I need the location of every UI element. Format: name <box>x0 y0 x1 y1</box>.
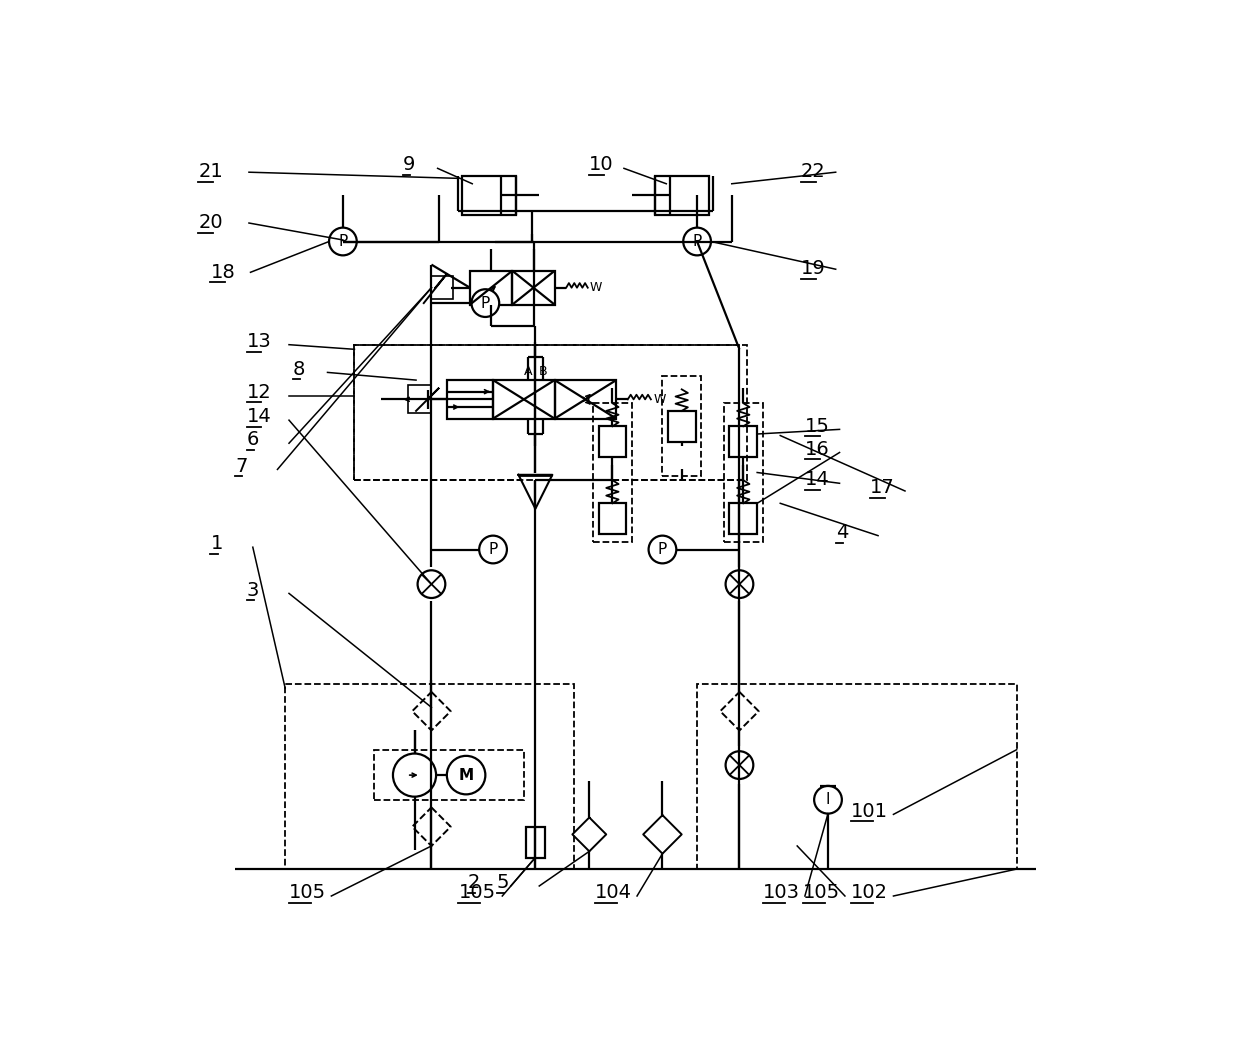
Bar <box>408 385 432 414</box>
Circle shape <box>471 289 500 317</box>
Text: 7: 7 <box>236 457 248 476</box>
Bar <box>355 345 739 480</box>
Bar <box>655 176 708 214</box>
Text: 13: 13 <box>247 332 272 351</box>
Text: P: P <box>658 542 667 557</box>
Text: 105: 105 <box>804 883 841 902</box>
Bar <box>526 826 546 858</box>
Text: 18: 18 <box>211 262 236 281</box>
Bar <box>599 426 626 457</box>
Circle shape <box>725 751 754 779</box>
Text: W: W <box>589 281 601 294</box>
Circle shape <box>649 536 676 564</box>
Circle shape <box>446 756 485 795</box>
Circle shape <box>393 754 436 797</box>
Text: 19: 19 <box>801 259 826 278</box>
Bar <box>662 376 701 477</box>
Text: 22: 22 <box>801 163 826 182</box>
Text: 12: 12 <box>247 382 272 402</box>
Text: 20: 20 <box>198 213 223 232</box>
Bar <box>285 685 574 869</box>
Bar <box>432 276 453 299</box>
Bar <box>724 403 763 542</box>
Text: 21: 21 <box>198 163 223 182</box>
Text: 5: 5 <box>497 874 510 892</box>
Bar <box>729 503 758 534</box>
Text: P: P <box>692 234 702 249</box>
Text: 102: 102 <box>851 883 888 902</box>
Bar <box>355 345 748 480</box>
Text: 1: 1 <box>211 534 223 553</box>
Bar <box>446 380 494 419</box>
Bar <box>373 750 523 800</box>
Bar <box>668 411 696 442</box>
Text: 6: 6 <box>247 430 259 449</box>
Circle shape <box>329 228 357 255</box>
Text: 17: 17 <box>870 478 895 497</box>
Text: 105: 105 <box>289 883 326 902</box>
Bar <box>593 403 631 542</box>
Text: M: M <box>459 768 474 782</box>
Bar <box>512 271 554 304</box>
Text: 3: 3 <box>247 581 259 600</box>
Text: A: A <box>523 364 532 378</box>
Text: 10: 10 <box>589 154 614 173</box>
Bar <box>463 176 516 214</box>
Text: 15: 15 <box>805 417 830 436</box>
Text: 9: 9 <box>403 154 415 173</box>
Bar <box>697 685 1017 869</box>
Polygon shape <box>518 475 552 508</box>
Text: I: I <box>826 793 831 807</box>
Text: 104: 104 <box>595 883 631 902</box>
Circle shape <box>418 570 445 598</box>
Text: B: B <box>539 364 547 378</box>
Text: 103: 103 <box>763 883 800 902</box>
Bar <box>494 380 554 419</box>
Bar <box>599 503 626 534</box>
Text: 16: 16 <box>805 440 830 459</box>
Text: 101: 101 <box>851 801 888 820</box>
Bar <box>729 426 758 457</box>
Text: P: P <box>489 542 497 557</box>
Circle shape <box>683 228 711 255</box>
Circle shape <box>479 536 507 564</box>
Circle shape <box>815 785 842 814</box>
Text: 2: 2 <box>467 874 480 892</box>
Text: 14: 14 <box>247 407 272 426</box>
Text: 14: 14 <box>805 470 830 489</box>
Text: 4: 4 <box>836 523 848 542</box>
Text: W: W <box>653 393 666 406</box>
Text: 105: 105 <box>459 883 496 902</box>
Bar <box>470 271 512 304</box>
Text: 8: 8 <box>293 359 305 379</box>
Text: P: P <box>339 234 347 249</box>
Text: P: P <box>481 296 490 311</box>
Circle shape <box>725 570 754 598</box>
Bar <box>554 380 616 419</box>
